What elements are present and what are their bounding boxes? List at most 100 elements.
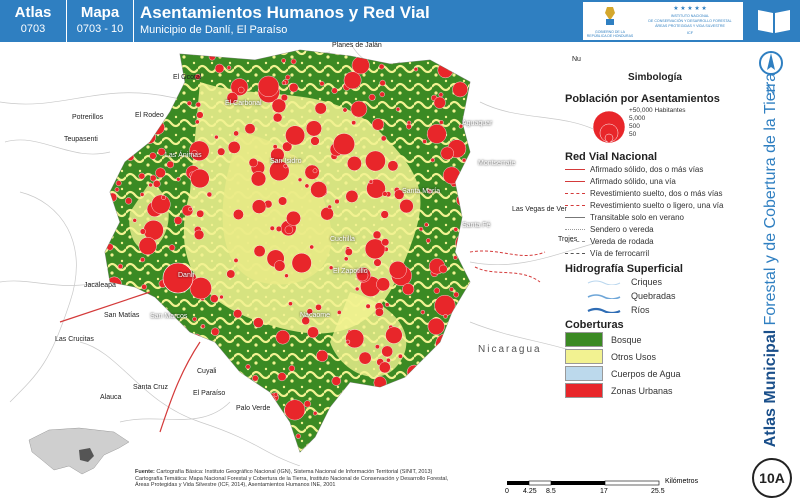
- settlement-circle: [290, 58, 297, 65]
- settlement-label: San Isidro: [270, 158, 302, 165]
- legend-road-label: Afirmado sólido, una vía: [590, 176, 676, 186]
- settlement-circle: [297, 177, 303, 183]
- road-line-symbol: [565, 216, 585, 218]
- legend-road-item: Transitable solo en verano: [565, 211, 745, 223]
- settlement-circle: [233, 130, 239, 137]
- atlas-code-box: Atlas 0703: [0, 0, 67, 42]
- settlement-circle: [277, 372, 287, 382]
- legend-road-label: Vereda de rodada: [590, 236, 654, 246]
- legend-hydro-list: Criques Quebradas Ríos: [587, 275, 745, 317]
- settlement-circle: [306, 308, 313, 315]
- legend-road-item: Afirmado sólido, dos o más vías: [565, 163, 745, 175]
- settlement-circle: [289, 82, 299, 93]
- settlement-circle: [310, 136, 320, 146]
- atlas-vertical-title-rest: Forestal y de Cobertura de la Tierra: [762, 72, 779, 330]
- settlement-circle: [217, 147, 226, 156]
- settlement-circle: [280, 94, 288, 102]
- settlement-circle: [278, 196, 288, 206]
- cover-color-swatch: [565, 349, 603, 364]
- settlement-circle: [426, 124, 447, 144]
- settlement-circle: [284, 273, 289, 278]
- settlement-circle: [395, 107, 401, 112]
- settlement-circle: [309, 244, 315, 250]
- settlement-circle: [139, 228, 146, 235]
- legend-population-symbols: +50,000 Habitantes 5,000 500 50: [565, 105, 745, 145]
- road-line-symbol: [565, 240, 585, 242]
- settlement-circle: [139, 192, 145, 197]
- settlement-circle: [285, 74, 291, 80]
- settlement-circle: [418, 226, 424, 232]
- settlement-circle: [192, 316, 197, 322]
- population-circles-symbol: [592, 110, 626, 144]
- legend-hydro-label: Quebradas: [631, 291, 676, 301]
- settlement-circle: [387, 160, 399, 172]
- settlement-circle: [284, 225, 294, 235]
- settlement-circle: [284, 399, 306, 421]
- place-label: Cuyali: [197, 368, 217, 375]
- settlement-circle: [189, 277, 212, 300]
- road-line-symbol: [565, 204, 585, 206]
- settlement-circle: [397, 353, 403, 359]
- legend-cover-list: Bosque Otros Usos Cuerpos de Agua Zonas Urb…: [565, 331, 745, 399]
- settlement-circle: [200, 324, 206, 329]
- icf-logo: ★ ★ ★ ★ ★ INSTITUTO NACIONAL DE CONSERVA…: [639, 3, 741, 39]
- place-label: Jacaleapa: [84, 282, 116, 289]
- settlement-circle: [186, 100, 192, 106]
- road-line-symbol: [565, 252, 585, 254]
- settlement-circle: [368, 179, 374, 185]
- settlement-circle: [305, 120, 322, 137]
- settlement-circle: [334, 198, 340, 205]
- settlement-circle: [251, 199, 267, 214]
- settlement-circle: [274, 260, 286, 272]
- settlement-circle: [381, 238, 390, 247]
- settlement-circle: [273, 392, 278, 397]
- settlement-circle: [327, 204, 332, 210]
- map-header: Atlas 0703 Mapa 0703 - 10 Asentamientos …: [0, 0, 748, 42]
- settlement-circle: [295, 433, 301, 439]
- svg-text:DE CONSERVACIÓN Y DESARROLLO F: DE CONSERVACIÓN Y DESARROLLO FORESTAL: [648, 18, 731, 23]
- water-line-symbol: [587, 294, 621, 299]
- place-label: Nu: [572, 56, 581, 63]
- settlement-circle: [226, 269, 236, 279]
- honduras-seal-logo: GOBIERNO DE LA REPÚBLICA DE HONDURAS: [585, 3, 635, 39]
- settlement-circle: [195, 101, 202, 108]
- legend-hydro-heading: Hidrografía Superficial: [565, 263, 683, 275]
- settlement-circle: [346, 156, 362, 171]
- settlement-circle: [252, 375, 259, 382]
- settlement-circle: [427, 317, 445, 335]
- settlement-circle: [140, 257, 146, 263]
- cover-color-swatch: [565, 383, 603, 398]
- settlement-circle: [227, 141, 241, 154]
- settlement-circle: [380, 135, 387, 142]
- settlement-circle: [449, 286, 454, 292]
- settlement-circle: [384, 302, 390, 308]
- settlement-label: Cuchilla: [330, 236, 355, 243]
- population-class: +50,000 Habitantes: [629, 107, 686, 114]
- settlement-circle: [245, 364, 251, 370]
- legend-cover-label: Bosque: [611, 334, 642, 345]
- settlement-circle: [115, 180, 122, 187]
- settlement-circle: [345, 339, 351, 345]
- atlas-vertical-title-bold: Atlas Municipal: [762, 329, 779, 448]
- legend-cover-item: Otros Usos: [565, 348, 745, 365]
- country-label-nicaragua: Nicaragua: [478, 344, 542, 355]
- atlas-vertical-title: Atlas Municipal Forestal y de Cobertura …: [762, 73, 780, 447]
- settlement-circle: [232, 209, 244, 220]
- legend-title: Simbología: [628, 72, 682, 83]
- settlement-circle: [288, 365, 295, 372]
- settlement-circle: [365, 303, 371, 309]
- settlement-circle: [286, 210, 301, 226]
- mapa-code-box: Mapa 0703 - 10: [67, 0, 134, 42]
- scale-bar: 0 4.25 8.5 17 25.5 Kilómetros: [505, 476, 705, 500]
- settlement-circle: [194, 74, 201, 80]
- settlement-circle: [226, 65, 232, 70]
- settlement-circle: [374, 307, 384, 317]
- settlement-label: El Zapotillo: [333, 268, 368, 275]
- svg-text:ÁREAS PROTEGIDAS Y VIDA SILVES: ÁREAS PROTEGIDAS Y VIDA SILVESTRE: [655, 24, 725, 28]
- legend-cover-label: Zonas Urbanas: [611, 385, 673, 396]
- scale-bar-graphic: [507, 480, 660, 486]
- settlement-circle: [141, 284, 147, 290]
- settlement-circle: [314, 102, 327, 115]
- place-label: El Rodeo: [135, 112, 164, 119]
- place-label: Trojes: [558, 236, 578, 243]
